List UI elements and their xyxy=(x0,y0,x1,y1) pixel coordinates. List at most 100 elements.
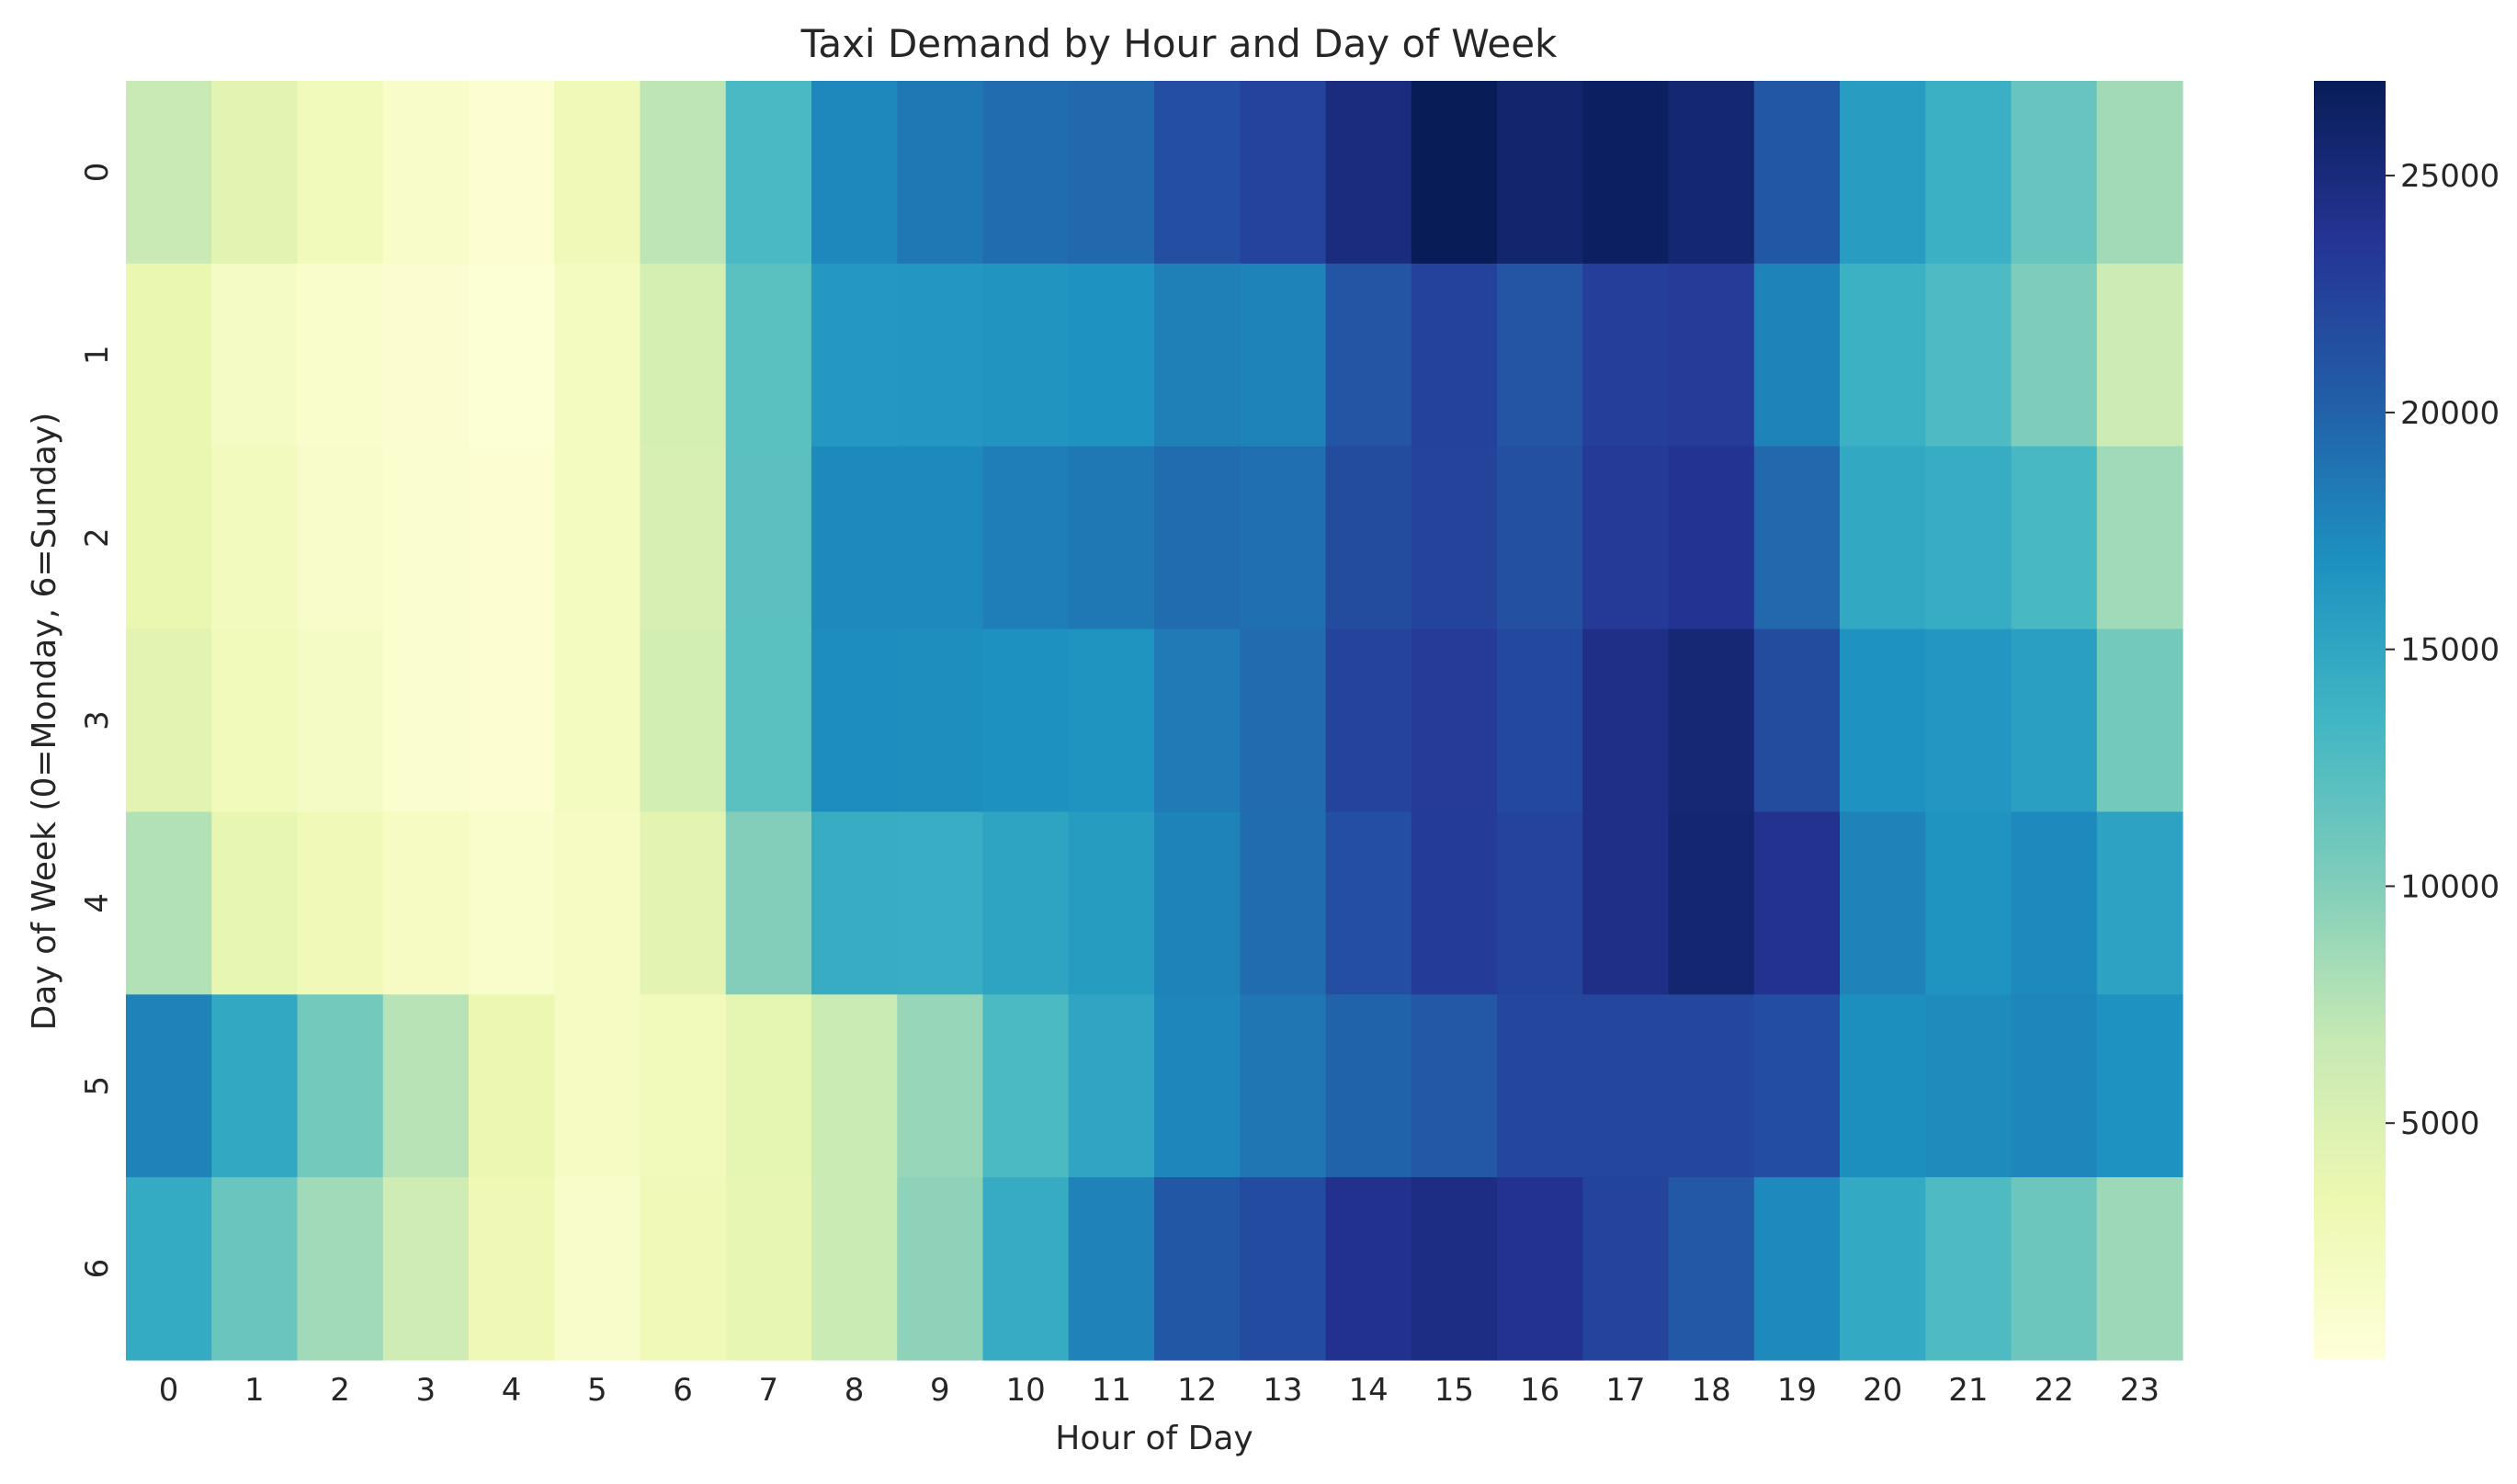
x-tick-label: 4 xyxy=(502,1372,522,1409)
heatmap-cell xyxy=(469,994,555,1178)
heatmap-cell xyxy=(1582,263,1670,447)
heatmap-cell xyxy=(469,81,555,265)
heatmap-cell xyxy=(1411,811,1498,995)
heatmap-cell xyxy=(1497,81,1583,265)
heatmap-cell xyxy=(640,811,727,995)
heatmap-cell xyxy=(897,629,984,813)
y-tick-label: 3 xyxy=(79,710,116,731)
x-tick-label: 10 xyxy=(1005,1372,1045,1409)
chart-title: Taxi Demand by Hour and Day of Week xyxy=(800,21,1558,66)
heatmap-cell xyxy=(211,446,299,630)
x-tick-label: 1 xyxy=(244,1372,265,1409)
heatmap-cell xyxy=(2096,994,2183,1178)
heatmap-cell xyxy=(211,263,299,447)
x-tick-label: 3 xyxy=(416,1372,437,1409)
heatmap-cell xyxy=(297,994,384,1178)
heatmap-cell xyxy=(982,446,1070,630)
heatmap-cell xyxy=(1068,1177,1155,1361)
heatmap-cell xyxy=(1068,629,1155,813)
heatmap-cell xyxy=(126,81,212,265)
heatmap-cell xyxy=(2011,81,2098,265)
heatmap-cell xyxy=(1154,629,1241,813)
heatmap-cell xyxy=(297,629,384,813)
heatmap-cell xyxy=(126,263,212,447)
heatmap-cell xyxy=(982,994,1070,1178)
colorbar-tick-label: 15000 xyxy=(2400,632,2500,669)
heatmap-cell xyxy=(982,263,1070,447)
heatmap-cell xyxy=(1240,1177,1327,1361)
heatmap-cell xyxy=(811,81,898,265)
heatmap-cell xyxy=(1840,994,1926,1178)
heatmap-cell xyxy=(1925,629,2012,813)
heatmap-cell xyxy=(2011,994,2098,1178)
heatmap-cell xyxy=(1668,263,1755,447)
y-axis-label: Day of Week (0=Monday, 6=Sunday) xyxy=(26,413,63,1031)
heatmap-cell xyxy=(1325,629,1412,813)
heatmap-cell xyxy=(1840,263,1926,447)
colorbar-tick-label: 25000 xyxy=(2400,158,2500,195)
heatmap-cell xyxy=(1925,1177,2012,1361)
heatmap-cell xyxy=(126,446,212,630)
heatmap-cell xyxy=(2011,629,2098,813)
heatmap-cell xyxy=(1753,446,1841,630)
heatmap-cell xyxy=(640,629,727,813)
x-tick-label: 2 xyxy=(330,1372,350,1409)
x-tick-label: 22 xyxy=(2034,1372,2073,1409)
x-tick-label: 23 xyxy=(2120,1372,2160,1409)
heatmap-cell xyxy=(554,446,641,630)
heatmap-cell xyxy=(982,811,1070,995)
heatmap-cell xyxy=(1840,1177,1926,1361)
heatmap-cell xyxy=(1840,629,1926,813)
x-tick-label: 11 xyxy=(1092,1372,1131,1409)
heatmap-cell xyxy=(811,811,898,995)
heatmap-cell xyxy=(2096,81,2183,265)
heatmap-cell xyxy=(1068,263,1155,447)
heatmap-cell xyxy=(1925,811,2012,995)
heatmap-cell xyxy=(1925,446,2012,630)
heatmap-cell xyxy=(382,81,470,265)
heatmap-cell xyxy=(382,1177,470,1361)
heatmap-cell xyxy=(725,811,812,995)
heatmap-cell xyxy=(1668,81,1755,265)
heatmap-cell xyxy=(554,263,641,447)
heatmap-cell xyxy=(469,629,555,813)
heatmap-cell xyxy=(982,1177,1070,1361)
x-tick-label: 17 xyxy=(1605,1372,1645,1409)
heatmap-cell xyxy=(382,994,470,1178)
heatmap-cell xyxy=(725,629,812,813)
heatmap-cell xyxy=(1840,446,1926,630)
x-tick-label: 19 xyxy=(1777,1372,1817,1409)
heatmap-cell xyxy=(2011,446,2098,630)
x-tick-label: 13 xyxy=(1263,1372,1302,1409)
y-tick-labels: 0 1 2 3 4 5 6 xyxy=(79,163,116,1279)
x-tick-label: 21 xyxy=(1948,1372,1988,1409)
heatmap-cell xyxy=(1753,81,1841,265)
x-tick-label: 8 xyxy=(845,1372,865,1409)
heatmap-cell xyxy=(1582,994,1670,1178)
heatmap-cell xyxy=(1840,811,1926,995)
heatmap-cell xyxy=(382,446,470,630)
heatmap-cell xyxy=(897,1177,984,1361)
heatmap-cell xyxy=(897,263,984,447)
x-tick-label: 0 xyxy=(159,1372,179,1409)
x-tick-label: 5 xyxy=(587,1372,607,1409)
heatmap-cell xyxy=(2096,446,2183,630)
heatmap-cell xyxy=(1582,811,1670,995)
heatmap-cell xyxy=(554,629,641,813)
heatmap-cell xyxy=(1668,994,1755,1178)
heatmap-cell xyxy=(469,446,555,630)
x-tick-label: 12 xyxy=(1177,1372,1217,1409)
heatmap-cell xyxy=(126,994,212,1178)
heatmap-cell xyxy=(640,994,727,1178)
y-tick-label: 5 xyxy=(79,1076,116,1096)
heatmap-cell xyxy=(1497,446,1583,630)
heatmap-cell xyxy=(811,263,898,447)
heatmap-cell xyxy=(811,994,898,1178)
x-tick-label: 20 xyxy=(1863,1372,1902,1409)
colorbar-tick-label: 20000 xyxy=(2400,395,2500,432)
x-tick-label: 6 xyxy=(673,1372,693,1409)
heatmap-cell xyxy=(382,811,470,995)
heatmap-cell xyxy=(1240,263,1327,447)
heatmap-cell xyxy=(725,446,812,630)
heatmap-cell xyxy=(297,263,384,447)
